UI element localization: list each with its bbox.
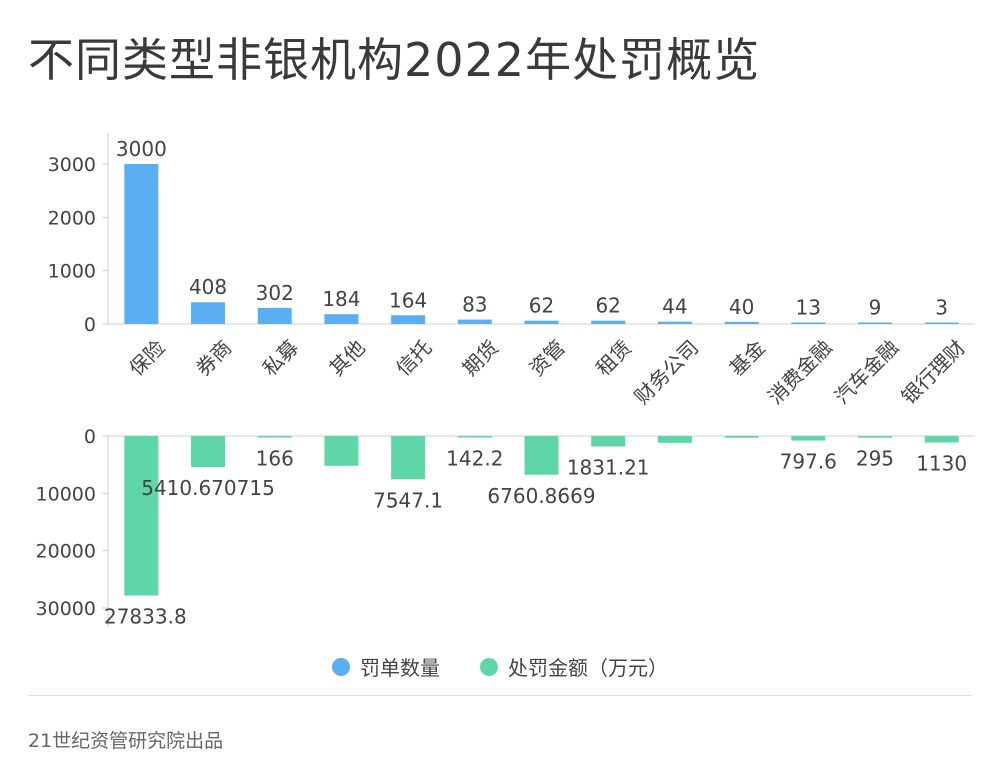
bottom-y-tick-label: 10000 (36, 483, 96, 505)
legend-item-amount[interactable]: 处罚金额（万元） (480, 652, 668, 681)
amount-bar[interactable] (457, 436, 492, 438)
count-data-label: 9 (869, 296, 882, 320)
bottom-y-tick-label: 30000 (36, 598, 96, 620)
category-label: 期货 (458, 335, 503, 380)
amount-bar[interactable] (657, 436, 692, 443)
count-bar[interactable] (324, 314, 359, 324)
amount-data-label: 142.2 (446, 447, 503, 471)
top-y-tick-label: 1000 (48, 261, 96, 283)
amount-bar[interactable] (791, 436, 826, 441)
top-y-tick-label: 2000 (48, 207, 96, 229)
count-data-label: 40 (729, 295, 754, 319)
top-y-tick-label: 3000 (48, 154, 96, 176)
amount-bar[interactable] (391, 436, 426, 480)
count-bar[interactable] (257, 307, 292, 324)
count-data-label: 408 (189, 275, 227, 299)
count-data-label: 164 (389, 288, 427, 312)
category-label: 银行理财 (896, 335, 970, 409)
amount-bar[interactable] (191, 436, 226, 468)
bottom-y-tick-label: 0 (84, 426, 96, 448)
amount-bar[interactable] (524, 436, 559, 475)
category-label: 基金 (725, 335, 770, 380)
legend: 罚单数量 处罚金额（万元） (0, 652, 1000, 681)
legend-dot-count (332, 657, 350, 676)
bottom-y-tick-label: 20000 (36, 541, 96, 563)
amount-data-label: 1831.21 (567, 455, 650, 479)
category-label: 信托 (391, 335, 436, 380)
amount-bar[interactable] (324, 436, 359, 466)
legend-label-amount: 处罚金额（万元） (508, 656, 668, 680)
legend-dot-amount (480, 657, 498, 676)
amount-data-label: 295 (856, 447, 894, 471)
count-bar[interactable] (124, 164, 159, 324)
amount-bar[interactable] (924, 436, 959, 443)
amount-data-label: 1130 (916, 451, 967, 475)
top-y-tick-label: 0 (84, 314, 96, 336)
amount-data-label: 27833.8 (104, 605, 187, 629)
legend-label-count: 罚单数量 (360, 656, 440, 680)
count-bar[interactable] (657, 321, 692, 324)
count-bar[interactable] (924, 322, 959, 325)
amount-bar[interactable] (857, 436, 892, 438)
count-bar[interactable] (724, 321, 759, 324)
count-bar[interactable] (191, 302, 226, 324)
amount-bar[interactable] (724, 436, 759, 438)
amount-data-label: 166 (256, 447, 294, 471)
category-label: 其他 (324, 335, 369, 380)
category-label: 保险 (124, 335, 169, 380)
category-label: 消费金融 (763, 335, 837, 409)
count-data-label: 302 (256, 281, 294, 305)
count-bar[interactable] (457, 319, 492, 324)
category-label: 财务公司 (630, 335, 704, 409)
amount-data-label: 6760.8669 (487, 484, 595, 508)
count-data-label: 3000 (116, 137, 167, 161)
count-bar[interactable] (857, 322, 892, 325)
count-data-label: 44 (662, 295, 687, 319)
footer-credit: 21世纪资管研究院出品 (28, 730, 224, 752)
category-label: 私募 (258, 335, 303, 380)
bar-chart: 0 1000 2000 3000 3000 408 302 184 164 83 62 62 44 40 1… (36, 132, 975, 629)
legend-item-count[interactable]: 罚单数量 (332, 652, 440, 681)
amount-data-label: 7547.1 (373, 488, 443, 512)
category-label: 租赁 (591, 335, 636, 380)
count-data-label: 62 (529, 294, 554, 318)
count-bar[interactable] (791, 322, 826, 325)
category-label: 汽车金融 (830, 335, 904, 409)
chart-title: 不同类型非银机构2022年处罚概览 (28, 33, 761, 87)
category-label: 资管 (525, 335, 570, 380)
count-data-label: 83 (462, 293, 487, 317)
category-label: 券商 (191, 335, 236, 380)
amount-data-label: 5410.670715 (141, 476, 275, 500)
footer-divider (28, 695, 972, 696)
amount-bar[interactable] (124, 436, 159, 596)
count-data-label: 184 (322, 287, 360, 311)
count-bar[interactable] (391, 315, 426, 324)
count-data-label: 13 (796, 296, 821, 320)
amount-data-label: 797.6 (780, 450, 837, 474)
count-data-label: 3 (935, 296, 948, 320)
count-data-label: 62 (595, 294, 620, 318)
count-bar[interactable] (524, 320, 559, 324)
amount-bar[interactable] (591, 436, 626, 447)
count-bar[interactable] (591, 320, 626, 324)
amount-bar[interactable] (257, 436, 292, 438)
